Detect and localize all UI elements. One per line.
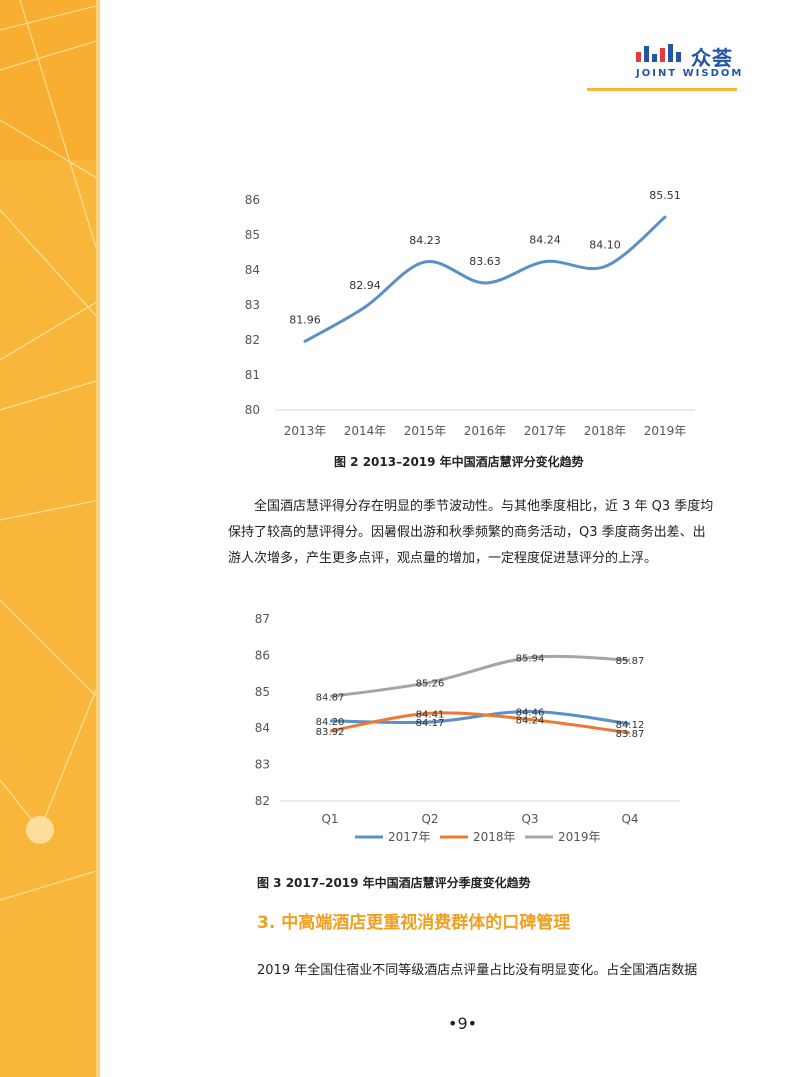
y-tick-label: 86 [255,648,270,662]
x-tick-label: 2013年 [284,424,327,438]
annual-score-chart: 80 81 82 83 84 85 86 2013年 2014年 2015年 2016年 2017年 2… [220,180,720,450]
data-label: 81.96 [289,313,321,326]
joint-wisdom-logo: 众荟 JOINT WISDOM [636,42,746,90]
x-tick-label: 2018年 [584,424,627,438]
logo-english-text: JOINT WISDOM [636,68,744,79]
x-tick-label: Q1 [321,812,338,826]
body-paragraph-seasonality: 全国酒店慧评得分存在明显的季节波动性。与其他季度相比，近 3 年 Q3 季度均保… [228,499,714,566]
y-tick-label: 81 [245,368,260,382]
x-tick-label: 2016年 [464,424,507,438]
x-tick-label: Q3 [521,812,538,826]
data-label: 84.41 [416,709,445,720]
data-point [483,281,487,285]
data-label: 83.92 [316,727,345,738]
y-tick-label: 86 [245,193,260,207]
series-line-2019年 [329,654,631,699]
data-label: 84.24 [516,715,545,726]
logo-chinese-text: 众荟 [691,46,733,70]
legend-label: 2017年 [388,830,431,844]
x-tick-label: 2015年 [404,424,447,438]
data-label: 85.94 [516,654,545,665]
y-tick-label: 82 [245,333,260,347]
data-label: 84.20 [316,717,345,728]
legend-label: 2018年 [473,830,516,844]
x-tick-label: 2014年 [344,424,387,438]
side-decoration-band [0,0,100,1077]
data-label: 83.87 [616,729,645,740]
data-label: 84.10 [589,239,621,252]
page-number: •9• [448,1014,478,1033]
data-point [363,305,367,309]
header-accent-line [587,88,737,91]
x-tick-label: 2019年 [644,424,687,438]
x-tick-label: Q2 [421,812,438,826]
y-tick-label: 83 [245,298,260,312]
data-point [303,339,307,343]
series-line-2018年 [329,711,631,735]
y-tick-label: 87 [255,612,270,626]
data-point [543,260,547,264]
figure-2-caption: 图 2 2013–2019 年中国酒店慧评分变化趋势 [334,455,584,469]
y-tick-label: 84 [255,721,270,735]
legend-label: 2019年 [558,830,601,844]
body-paragraph-review-share: 2019 年全国住宿业不同等级酒店点评量占比没有明显变化。占全国酒店数据 [257,963,698,978]
data-label: 85.87 [616,656,645,667]
annual-score-line-chart: 80 81 82 83 84 85 86 2013年 2014年 2015年 2016年 2017年 2… [245,189,695,438]
x-tick-label: 2017年 [524,424,567,438]
data-label: 84.23 [409,234,441,247]
quarterly-score-line-chart: 82 83 84 85 86 87 Q1 Q2 Q3 Q4 84.20 84.17 84.46 84.12… [255,612,680,844]
data-label: 84.87 [316,693,345,704]
y-tick-label: 80 [245,403,260,417]
data-label: 84.17 [416,718,445,729]
data-point [423,260,427,264]
y-tick-label: 85 [255,685,270,699]
data-label: 84.12 [616,720,645,731]
data-label: 84.46 [516,707,545,718]
y-tick-label: 83 [255,758,270,772]
y-tick-label: 82 [255,794,270,808]
y-tick-label: 85 [245,228,260,242]
x-tick-label: Q4 [621,812,638,826]
data-label: 84.24 [529,234,561,247]
figure-3-caption: 图 3 2017–2019 年中国酒店慧评分季度变化趋势 [257,876,531,890]
y-tick-label: 84 [245,263,260,277]
data-label: 82.94 [349,279,381,292]
data-point [603,265,607,268]
data-label: 83.63 [469,255,501,268]
logo-mark-icon [636,44,681,62]
network-pattern-graphic [0,0,100,1077]
data-point [663,215,667,219]
quarterly-score-chart: 82 83 84 85 86 87 Q1 Q2 Q3 Q4 84.20 84.17 84.46 84.12… [220,605,700,850]
data-label: 85.51 [649,189,681,202]
section-heading: 3. 中高端酒店更重视消费群体的口碑管理 [257,913,571,933]
data-label: 85.26 [416,678,445,689]
